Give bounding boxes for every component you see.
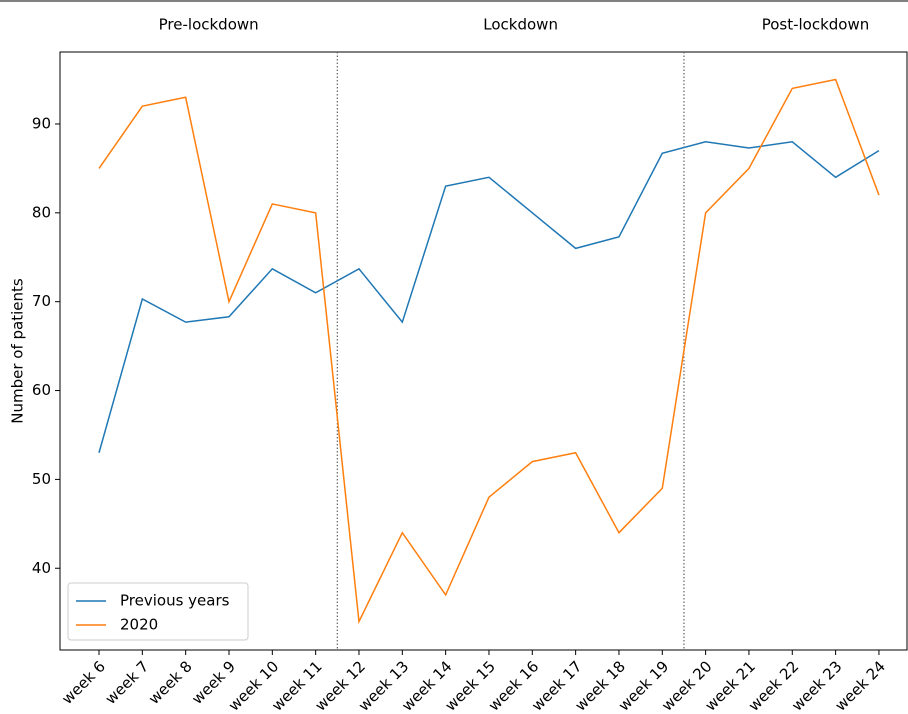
- plot-frame: [59, 51, 908, 651]
- phase-label: Lockdown: [483, 16, 558, 34]
- series-line: [98, 140, 880, 453]
- y-tick-label: 90: [32, 114, 51, 132]
- legend-label: 2020: [120, 616, 158, 634]
- y-tick-label: 50: [32, 470, 51, 488]
- legend-box: [67, 582, 249, 641]
- y-tick-label: 80: [32, 203, 51, 221]
- x-tick-label: week 7: [102, 657, 153, 708]
- phase-label: Post-lockdown: [762, 16, 870, 34]
- x-tick-label: week 6: [58, 657, 109, 708]
- y-tick-label: 70: [32, 292, 51, 310]
- y-tick-label: 60: [32, 381, 51, 399]
- y-axis-label: Number of patients: [9, 278, 27, 424]
- legend-label: Previous years: [120, 592, 230, 610]
- y-tick-label: 40: [32, 559, 51, 577]
- x-tick-label: week 8: [145, 657, 196, 708]
- series-line: [98, 78, 880, 625]
- phase-label: Pre-lockdown: [159, 16, 259, 34]
